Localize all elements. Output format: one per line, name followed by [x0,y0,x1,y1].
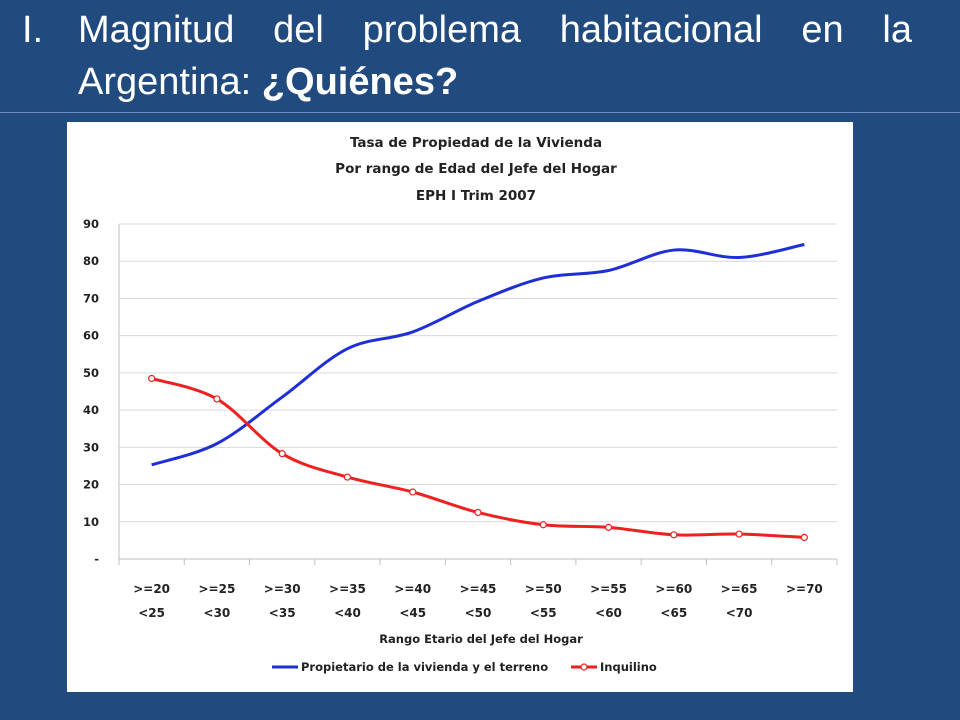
y-tick-label: 70 [83,291,99,305]
series-line-1 [151,243,805,467]
x-tick-label: <60 [595,606,622,620]
series-2-point [539,521,547,529]
x-tick-label: >=45 [460,582,497,596]
y-tick-label: 50 [83,366,99,380]
y-tick-label: - [94,552,99,566]
x-tick-label: <40 [334,606,361,620]
legend-label-2: Inquilino [600,660,657,674]
title-divider [0,112,960,113]
series-2-point [800,533,808,542]
legend-label-1: Propietario de la vivienda y el terreno [301,660,548,674]
x-tick-label: >=70 [786,582,823,596]
slide-title: I. Magnitud del problema habitacional en… [22,4,912,108]
x-tick-label: >=40 [394,582,431,596]
slide-title-number: I. [22,9,44,51]
legend-marker-2 [580,663,588,671]
x-tick-label: <65 [660,606,687,620]
series-2-point [213,395,221,403]
y-tick-label: 80 [83,254,99,268]
x-tick-label: <50 [465,606,492,620]
gridlines [119,223,837,523]
series-2-point [735,530,743,538]
series-2-point [278,450,286,458]
slide-title-emphasis: ¿Quiénes? [261,61,459,103]
y-tick-label: 60 [83,329,99,343]
chart-panel: Tasa de Propiedad de la Vivienda Por ran… [67,122,853,692]
y-tick-label: 90 [83,217,99,231]
slide-title-plain: Magnitud del problema habitacional en la… [78,9,912,103]
series-2-point [343,473,352,481]
series-2-point [604,523,613,531]
series-lines [148,243,808,542]
y-tick-label: 20 [83,478,99,492]
x-tick-label: <25 [138,606,165,620]
series-2-point [670,531,678,539]
x-tick-label: >=65 [721,582,758,596]
x-tick-label: >=50 [525,582,562,596]
line-chart: Tasa de Propiedad de la Vivienda Por ran… [83,135,838,674]
x-tick-label: <70 [726,606,753,620]
x-tick-label: >=30 [264,582,301,596]
x-tick-label: <45 [399,606,426,620]
y-tick-label: 40 [83,403,99,417]
x-tick-label: >=35 [329,582,366,596]
y-tick-label: 30 [83,440,99,454]
x-tick-label: <30 [204,606,231,620]
chart-title-line-2: Por rango de Edad del Jefe del Hogar [335,161,617,177]
x-axis-label: Rango Etario del Jefe del Hogar [379,632,583,646]
x-tick-label: >=60 [655,582,692,596]
x-tick-label: <35 [269,606,296,620]
x-tick-label: >=20 [133,582,170,596]
slide-title-text: Magnitud del problema habitacional en la… [78,4,912,108]
series-2-point [148,374,156,383]
x-tick-label: >=55 [590,582,627,596]
x-tick-label: >=25 [199,582,236,596]
chart-title-line-3: EPH I Trim 2007 [416,188,536,204]
x-tick-label: <55 [530,606,557,620]
series-2-point [409,488,417,496]
legend: Propietario de la vivienda y el terreno I… [272,660,657,674]
axes: 90 80 70 60 50 40 30 20 10 - >=20 <25 >=25 <30 >=30 <35… [83,217,838,620]
y-tick-label: 10 [83,515,99,529]
chart-title-line-1: Tasa de Propiedad de la Vivienda [350,135,602,151]
series-2-point [474,508,482,517]
